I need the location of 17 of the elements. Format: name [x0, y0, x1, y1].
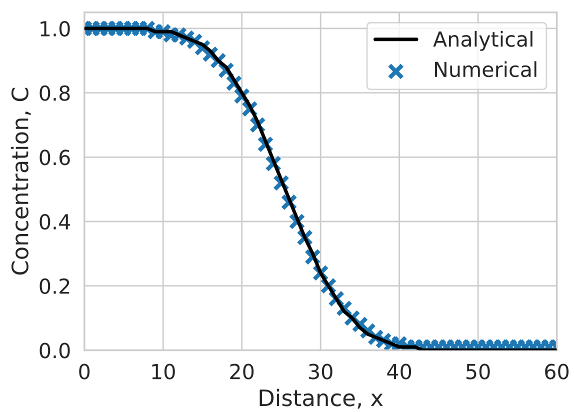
x-tick-label: 0 — [79, 364, 90, 380]
x-tick-label: 50 — [466, 364, 490, 380]
x-tick-label: 60 — [545, 364, 569, 380]
y-tick-label: 0.4 — [40, 214, 70, 230]
x-tick-label: 10 — [152, 364, 175, 380]
x-tick-label: 20 — [230, 364, 254, 380]
legend-label: Analytical — [433, 30, 532, 51]
y-tick-label: 0.8 — [40, 85, 70, 101]
y-tick-label: 0.0 — [40, 342, 70, 358]
y-tick-label: 1.0 — [40, 20, 70, 37]
legend-label: Numerical — [435, 61, 536, 78]
x-tick-label: 40 — [387, 364, 412, 380]
y-tick-label: 0.6 — [40, 150, 70, 166]
y-axis-title: Concentration, C — [11, 88, 31, 275]
x-axis-title: Distance, x — [260, 388, 383, 409]
x-tick-label: 30 — [309, 364, 332, 380]
y-tick-label: 0.2 — [40, 278, 70, 294]
